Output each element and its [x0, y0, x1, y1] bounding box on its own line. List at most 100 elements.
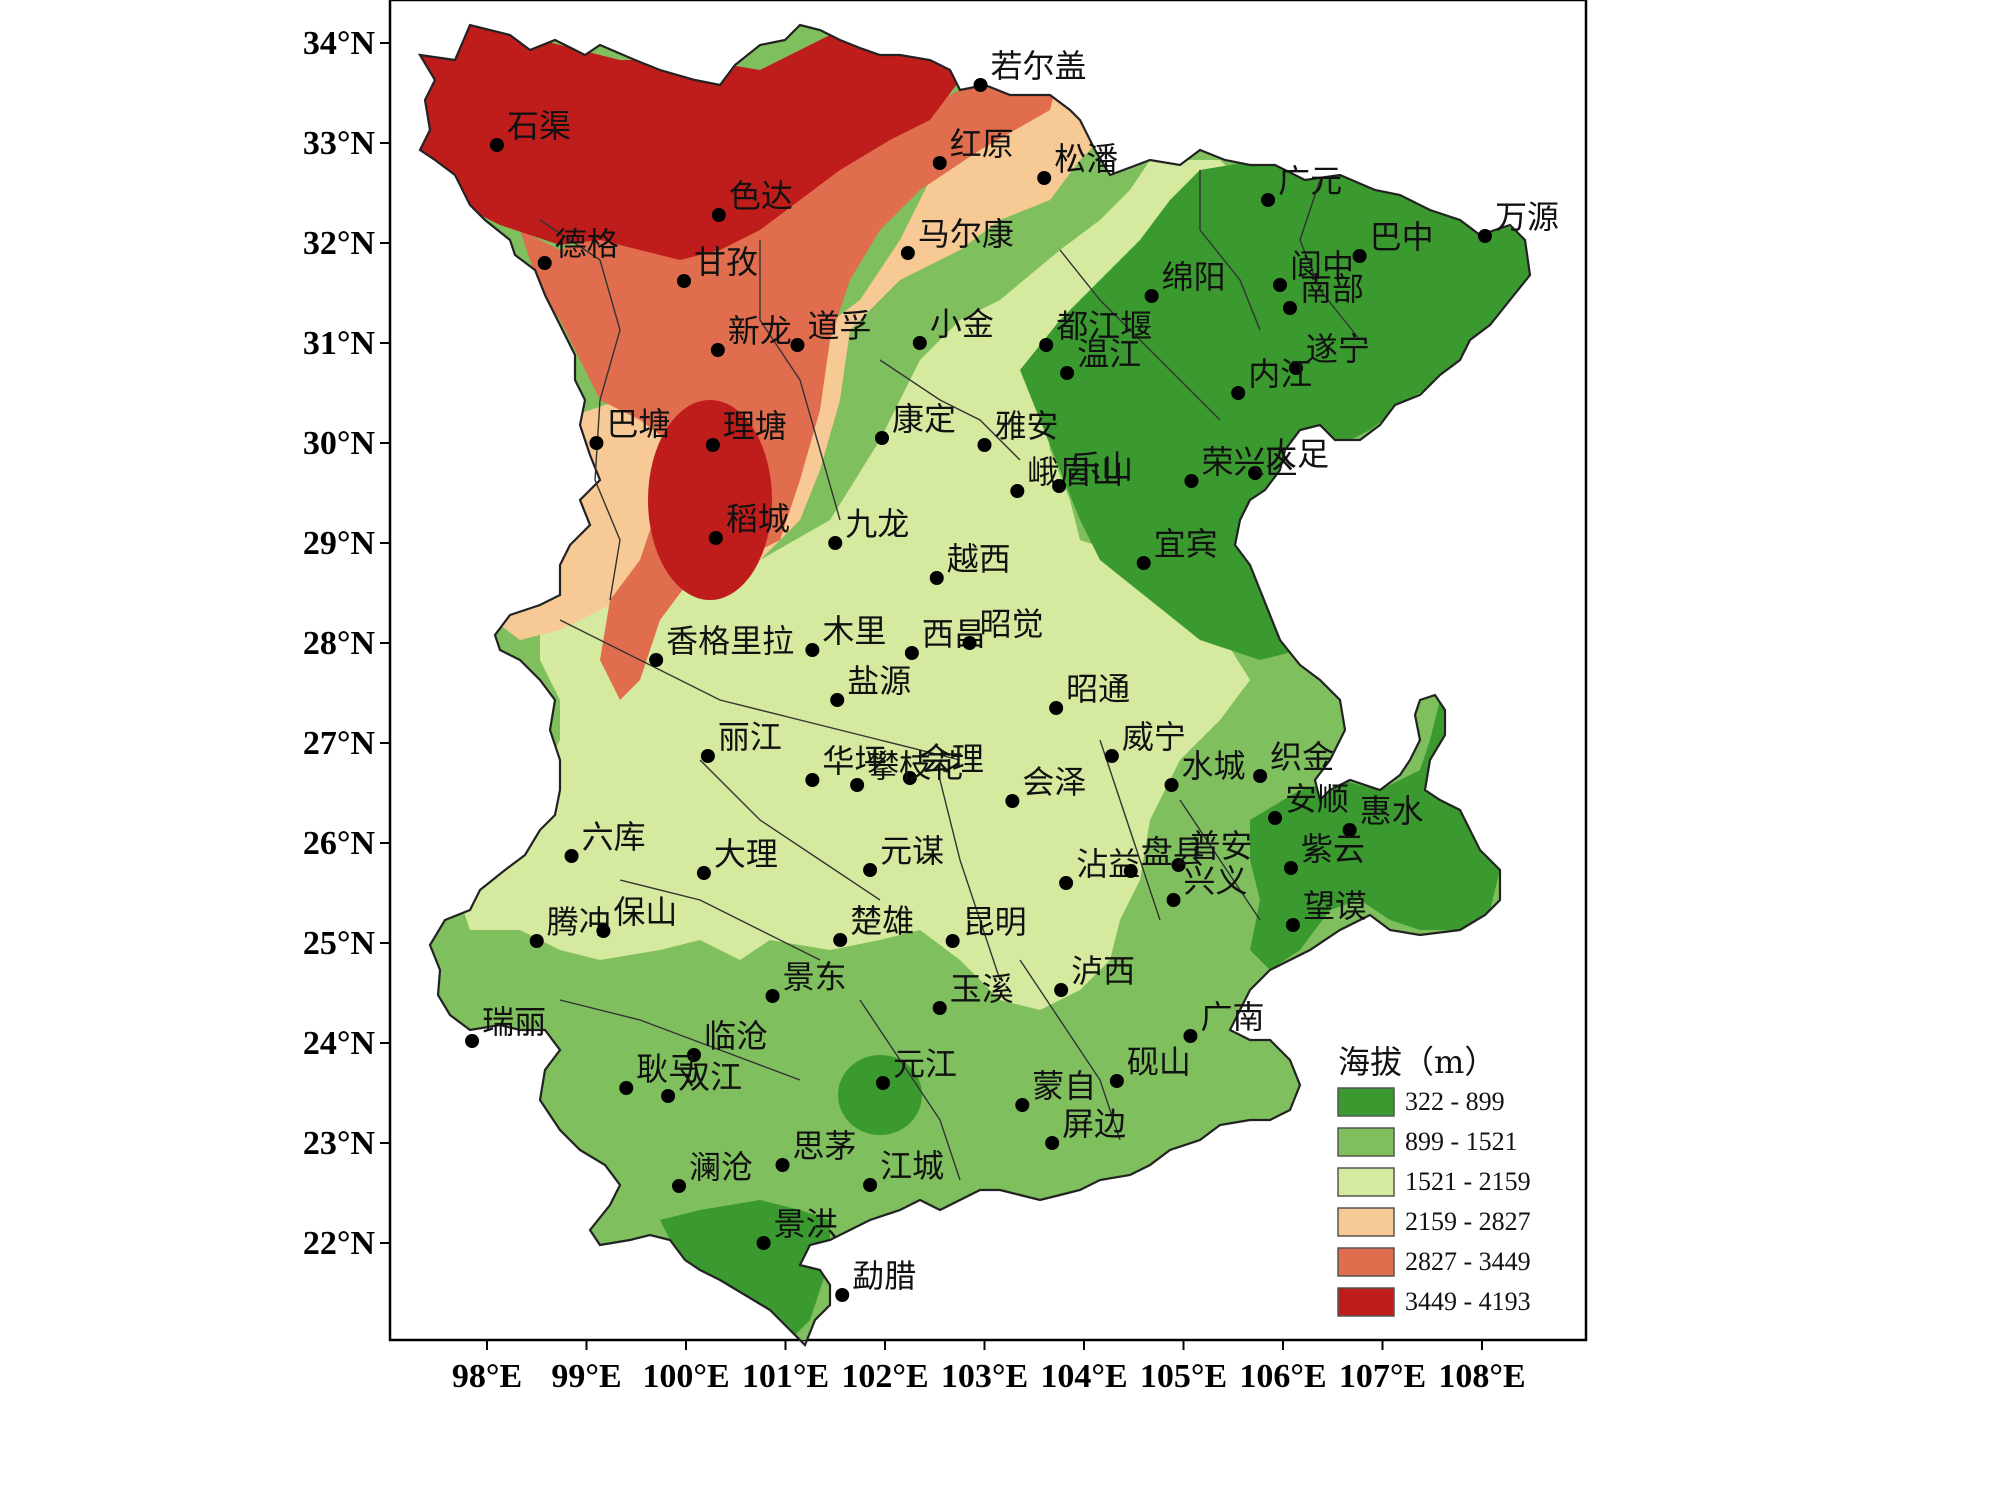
city-dot	[529, 934, 544, 948]
city-dot	[1253, 769, 1268, 783]
city-label: 威宁	[1122, 718, 1186, 756]
city-dot	[1037, 171, 1052, 185]
city-dot	[1015, 1098, 1030, 1112]
city-label: 温江	[1077, 335, 1141, 373]
y-tick-label: 22°N	[303, 1225, 376, 1262]
city-dot	[672, 1179, 687, 1193]
legend-label: 322 - 899	[1405, 1087, 1505, 1116]
zone-322-899-east	[1020, 160, 1530, 660]
city-dot	[1231, 386, 1246, 400]
city-dot	[1049, 701, 1064, 715]
city-label: 广元	[1278, 162, 1342, 200]
city-dot	[1164, 778, 1179, 792]
x-tick-label: 106°E	[1239, 1358, 1326, 1395]
city-label: 稻城	[726, 500, 790, 538]
legend-label: 899 - 1521	[1405, 1127, 1518, 1156]
city-label: 乐山	[1069, 448, 1133, 486]
city-dot	[805, 643, 820, 657]
city-label: 若尔盖	[991, 47, 1087, 85]
city-label: 遂宁	[1306, 330, 1370, 368]
y-tick-label: 23°N	[303, 1125, 376, 1162]
city-dot	[833, 933, 848, 947]
city-label: 南部	[1300, 270, 1364, 308]
legend-label: 2159 - 2827	[1405, 1207, 1531, 1236]
city-dot	[564, 849, 579, 863]
city-label: 木里	[822, 612, 886, 650]
zone-3449-4193-south	[648, 400, 772, 600]
city-label: 盘县	[1141, 833, 1205, 871]
city-label: 昆明	[963, 903, 1027, 941]
city-label: 砚山	[1127, 1043, 1191, 1081]
city-dot	[465, 1034, 480, 1048]
y-tick-label: 33°N	[303, 125, 376, 162]
city-dot	[790, 338, 805, 352]
boundary-line	[699, 759, 881, 901]
city-label: 宜宾	[1154, 525, 1218, 563]
x-tick-label: 98°E	[452, 1358, 522, 1395]
city-dot	[863, 863, 878, 877]
city-label: 保山	[613, 893, 677, 931]
city-label: 昭通	[1066, 670, 1130, 708]
city-label: 内江	[1248, 355, 1312, 393]
legend-label: 2827 - 3449	[1405, 1247, 1531, 1276]
legend-items: 322 - 899 899 - 1521 1521 - 2159 2159 - 282…	[1337, 1087, 1531, 1317]
city-dot	[1144, 289, 1159, 303]
legend-swatch	[1337, 1207, 1395, 1237]
city-label: 小金	[930, 305, 994, 343]
x-tick-label: 103°E	[941, 1358, 1028, 1395]
city-label: 色达	[729, 177, 793, 215]
zone-3449-4193-north	[420, 25, 970, 260]
city-dot	[1045, 1136, 1060, 1150]
city-dot	[1183, 1029, 1198, 1043]
city-label: 会泽	[1022, 763, 1086, 801]
city-dot	[1268, 811, 1283, 825]
city-dot	[1005, 794, 1020, 808]
x-tick-label: 104°E	[1040, 1358, 1127, 1395]
city-dot	[1352, 249, 1367, 263]
city-dot	[1054, 983, 1069, 997]
city-label: 屏边	[1062, 1105, 1126, 1143]
city-label: 越西	[947, 540, 1011, 578]
y-tick-label: 26°N	[303, 825, 376, 862]
boundary-line	[619, 879, 821, 961]
zone-322-899-south	[660, 1200, 830, 1340]
city-dot	[1261, 193, 1276, 207]
city-label: 马尔康	[918, 215, 1014, 253]
boundary-line	[859, 999, 961, 1181]
city-dot	[686, 1048, 701, 1062]
y-tick-label: 31°N	[303, 325, 376, 362]
y-tick-label: 24°N	[303, 1025, 376, 1062]
city-dot	[1123, 864, 1138, 878]
city-dot	[973, 78, 988, 92]
city-dot	[1052, 479, 1067, 493]
city-dot	[1273, 278, 1288, 292]
x-tick-label: 108°E	[1438, 1358, 1525, 1395]
city-label: 甘孜	[694, 243, 758, 281]
city-label: 绵阳	[1162, 258, 1226, 296]
city-dot	[863, 1178, 878, 1192]
elevation-zones	[420, 25, 1530, 1340]
city-dot	[589, 436, 604, 450]
city-dot	[929, 571, 944, 585]
city-dot	[708, 531, 723, 545]
city-label: 丽江	[718, 718, 782, 756]
city-dot	[1288, 361, 1303, 375]
city-label: 思茅	[793, 1127, 857, 1165]
x-axis-ticks: 98°E 99°E 100°E 101°E 102°E 103°E 104°E 105°E 10…	[452, 1340, 1526, 1395]
boundary-line	[1099, 739, 1161, 921]
city-label: 阆中	[1290, 247, 1354, 285]
y-tick-label: 25°N	[303, 925, 376, 962]
legend-swatch	[1337, 1087, 1395, 1117]
city-label: 会理	[920, 740, 984, 778]
city-dot	[932, 156, 947, 170]
legend-swatch	[1337, 1247, 1395, 1277]
city-dot	[775, 1158, 790, 1172]
boundary-line	[1019, 959, 1121, 1141]
city-label: 巴中	[1370, 218, 1434, 256]
city-label: 荣兴区	[1201, 443, 1297, 481]
city-label: 勐腊	[852, 1257, 916, 1295]
city-dot	[1283, 861, 1298, 875]
city-label: 峨眉山	[1027, 453, 1123, 491]
